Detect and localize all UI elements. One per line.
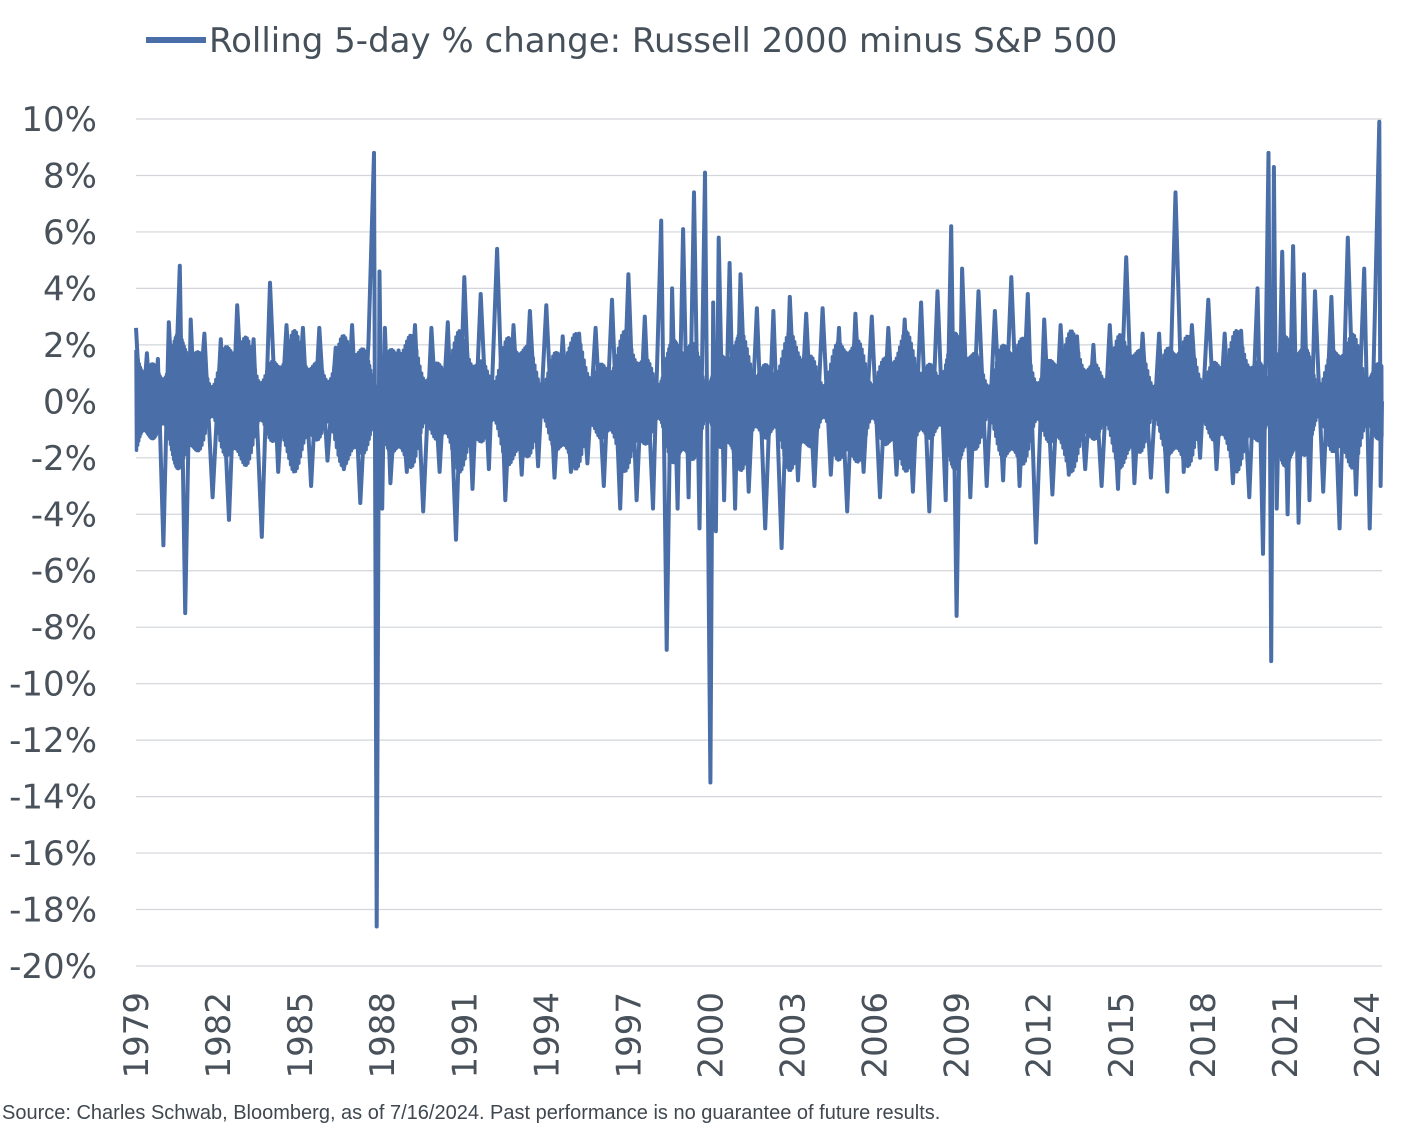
x-tick-label: 2000: [691, 992, 731, 1079]
gridlines: [136, 118, 1382, 967]
series-noise-band: [134, 329, 1384, 474]
series-layer: [134, 119, 1384, 929]
y-tick-label: -8%: [31, 608, 97, 648]
x-tick-label: 2009: [938, 992, 978, 1079]
x-tick-label: 2006: [856, 992, 896, 1079]
y-tick-label: 0%: [43, 382, 97, 422]
x-tick-label: 2012: [1020, 992, 1060, 1079]
y-tick-label: -20%: [9, 947, 97, 987]
x-tick-label: 1979: [117, 992, 157, 1079]
legend: Rolling 5-day % change: Russell 2000 min…: [146, 21, 1117, 61]
x-tick-label: 2024: [1348, 992, 1388, 1079]
y-tick-label: -10%: [9, 665, 97, 705]
y-tick-label: -18%: [9, 891, 97, 931]
y-tick-label: -2%: [31, 439, 97, 479]
y-axis-ticks: 10% 8% 6% 4% 2% 0% -2% -4% -6% -8% -10% -12% -14% -16…: [9, 100, 97, 987]
y-tick-label: -12%: [9, 721, 97, 761]
y-tick-label: 10%: [21, 100, 97, 140]
source-note: Source: Charles Schwab, Bloomberg, as of…: [2, 1102, 941, 1124]
x-axis-ticks: 1979 1982 1985 1988 1991 1994 1997 2000 2003 2006…: [117, 992, 1388, 1079]
x-tick-label: 1997: [609, 992, 649, 1079]
x-tick-label: 1985: [281, 992, 321, 1079]
y-tick-label: 2%: [43, 326, 97, 366]
x-tick-label: 1988: [363, 992, 403, 1079]
legend-label: Rolling 5-day % change: Russell 2000 min…: [209, 21, 1117, 61]
y-tick-label: -4%: [31, 495, 97, 535]
y-tick-label: -6%: [31, 552, 97, 592]
series-group: [134, 119, 1384, 929]
x-tick-label: 2015: [1102, 992, 1142, 1079]
y-tick-label: 4%: [43, 269, 97, 309]
x-tick-label: 1991: [445, 992, 485, 1079]
x-tick-label: 1994: [527, 992, 567, 1079]
y-tick-label: -16%: [9, 834, 97, 874]
y-tick-label: 8%: [43, 156, 97, 196]
x-tick-label: 2003: [774, 992, 814, 1079]
x-tick-label: 2018: [1184, 992, 1224, 1079]
y-tick-label: -14%: [9, 778, 97, 818]
y-tick-label: 6%: [43, 213, 97, 253]
x-tick-label: 2021: [1266, 992, 1306, 1079]
x-tick-label: 1982: [199, 992, 239, 1079]
series-line: [134, 119, 1384, 929]
